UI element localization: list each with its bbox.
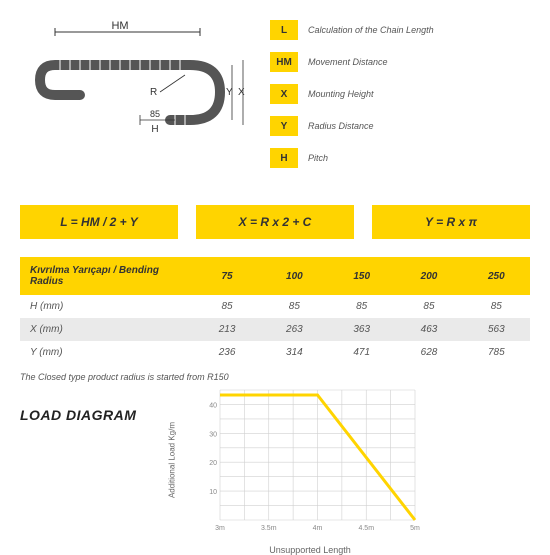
legend-text: Pitch [308, 153, 328, 163]
legend-badge: X [270, 84, 298, 104]
svg-text:5m: 5m [410, 525, 420, 532]
chart-ylabel: Additional Load Kg/m [168, 422, 177, 498]
svg-text:X: X [238, 87, 245, 98]
load-diagram-chart: Additional Load Kg/m 102030403m3.5m4m4.5… [200, 385, 420, 535]
svg-text:3m: 3m [215, 525, 225, 532]
formula-box: L = HM / 2 + Y [20, 205, 178, 239]
svg-text:20: 20 [209, 460, 217, 467]
r-label: R [150, 87, 157, 98]
table-row: H (mm)8585858585 [20, 295, 530, 318]
legend: L Calculation of the Chain Length HM Moveme… [270, 20, 530, 180]
svg-text:4m: 4m [313, 525, 323, 532]
legend-badge: Y [270, 116, 298, 136]
svg-text:85: 85 [150, 109, 160, 119]
mechanical-diagram: HM R 85 H Y X [20, 20, 250, 140]
svg-text:30: 30 [209, 431, 217, 438]
table-row: X (mm)213263363463563 [20, 318, 530, 341]
legend-row: X Mounting Height [270, 84, 530, 104]
formula-box: Y = R x π [372, 205, 530, 239]
legend-row: H Pitch [270, 148, 530, 168]
svg-text:Y: Y [226, 87, 233, 98]
legend-text: Radius Distance [308, 121, 374, 131]
h-label: H [151, 124, 158, 135]
legend-badge: H [270, 148, 298, 168]
legend-text: Movement Distance [308, 57, 388, 67]
formula-row: L = HM / 2 + Y X = R x 2 + C Y = R x π [20, 205, 530, 239]
svg-text:4.5m: 4.5m [358, 525, 374, 532]
legend-row: Y Radius Distance [270, 116, 530, 136]
legend-badge: HM [270, 52, 298, 72]
legend-row: L Calculation of the Chain Length [270, 20, 530, 40]
legend-text: Mounting Height [308, 89, 374, 99]
svg-text:3.5m: 3.5m [261, 525, 277, 532]
legend-badge: L [270, 20, 298, 40]
bending-radius-table: Kıvrılma Yarıçapı / Bending Radius751001… [20, 257, 530, 364]
formula-box: X = R x 2 + C [196, 205, 354, 239]
hm-label: HM [111, 20, 128, 32]
table-note: The Closed type product radius is starte… [20, 372, 530, 382]
svg-text:10: 10 [209, 489, 217, 496]
legend-text: Calculation of the Chain Length [308, 25, 434, 35]
legend-row: HM Movement Distance [270, 52, 530, 72]
table-row: Y (mm)236314471628785 [20, 341, 530, 364]
chart-xlabel: Unsupported Length [269, 545, 351, 555]
svg-text:40: 40 [209, 402, 217, 409]
